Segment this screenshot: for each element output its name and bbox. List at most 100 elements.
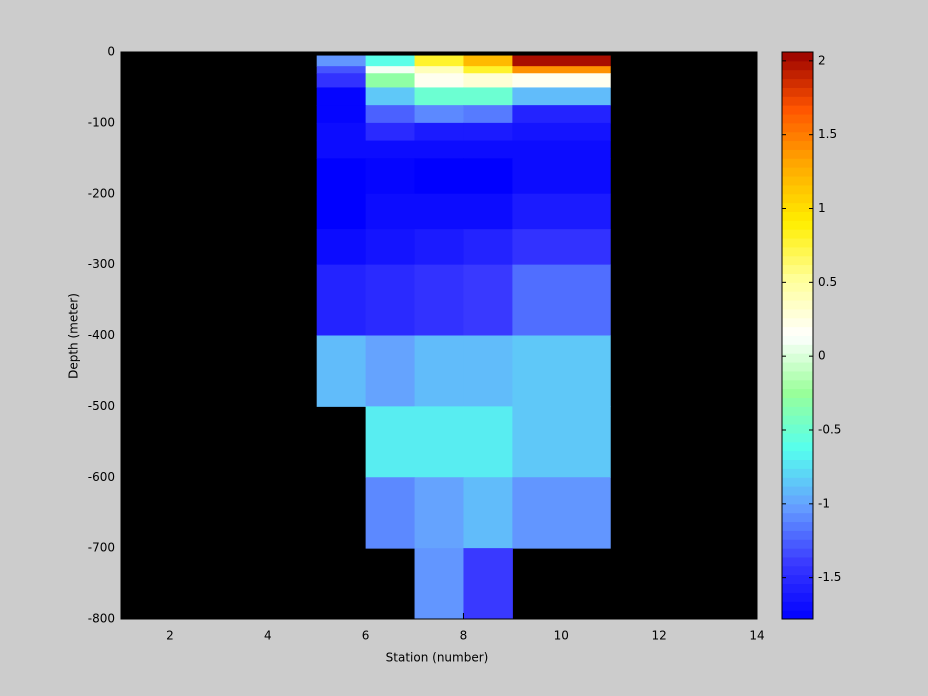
heatmap-cell <box>512 406 611 478</box>
heatmap-cell <box>463 406 513 478</box>
heatmap-cell <box>512 140 611 159</box>
colorbar-step <box>782 432 813 443</box>
colorbar-step <box>782 530 813 540</box>
x-tick-label: 8 <box>460 629 468 643</box>
colorbar-step <box>782 406 813 416</box>
colorbar-tick-label: 1 <box>818 201 826 215</box>
y-tick-label: -500 <box>88 399 115 413</box>
y-tick-label: -600 <box>88 470 115 484</box>
heatmap-cell <box>463 87 513 106</box>
y-axis-label: Depth (meter) <box>67 293 81 379</box>
heatmap-cell <box>316 264 367 336</box>
y-tick-label: -800 <box>88 612 115 626</box>
colorbar-tick-label: 1.5 <box>818 127 837 141</box>
y-tick-label: -400 <box>88 328 115 342</box>
x-tick-label: 2 <box>166 629 174 643</box>
x-tick-label: 14 <box>749 629 764 643</box>
heatmap-cell <box>512 105 611 124</box>
colorbar-tick-label: -1 <box>818 496 830 510</box>
colorbar-frame <box>781 51 814 620</box>
heatmap-cell <box>365 87 416 106</box>
heatmap-cell <box>414 140 464 159</box>
x-axis-label: Station (number) <box>386 651 489 665</box>
colorbar-step <box>782 229 813 239</box>
colorbar-step <box>782 193 813 204</box>
heatmap-cell <box>512 66 611 74</box>
colorbar-step <box>782 264 813 274</box>
colorbar-step <box>782 344 813 354</box>
heatmap-cell <box>414 105 464 124</box>
colorbar-step <box>782 494 813 505</box>
heatmap-cell <box>463 73 513 88</box>
heatmap-cell <box>512 73 611 88</box>
colorbar-step <box>782 238 813 248</box>
heatmap-cell <box>365 140 416 159</box>
heatmap-cell <box>463 122 513 142</box>
colorbar-step <box>782 211 813 221</box>
x-tick-label: 4 <box>264 629 272 643</box>
heatmap-cell <box>463 229 513 266</box>
colorbar-step <box>782 69 813 80</box>
colorbar-tick-label: -1.5 <box>818 570 841 584</box>
heatmap-cell <box>512 158 611 195</box>
heatmap-cell <box>316 122 367 142</box>
colorbar-step <box>782 503 813 514</box>
heatmap-cell <box>316 105 367 124</box>
colorbar-step <box>782 282 813 292</box>
heatmap-cell <box>316 55 367 67</box>
heatmap-cell <box>414 335 464 407</box>
colorbar-tick-label: 0.5 <box>818 275 837 289</box>
heatmap-cell <box>414 158 464 195</box>
heatmap-cell <box>463 335 513 407</box>
colorbar-step <box>782 291 813 301</box>
heatmap-cell <box>316 87 367 106</box>
colorbar-step <box>782 441 813 452</box>
colorbar-step <box>782 388 813 399</box>
heatmap-cell <box>365 158 416 195</box>
heatmap-cell <box>512 122 611 142</box>
colorbar-tick-label: -0.5 <box>818 423 841 437</box>
colorbar-step <box>782 353 813 363</box>
heatmap-cell <box>316 158 367 195</box>
colorbar-step <box>782 459 813 469</box>
colorbar-step <box>782 255 813 266</box>
colorbar-step <box>782 512 813 523</box>
colorbar-step <box>782 601 813 611</box>
colorbar-step <box>782 556 813 567</box>
colorbar-step <box>782 114 813 124</box>
colorbar-tick-label: 0 <box>818 349 826 363</box>
heatmap-cell <box>512 87 611 106</box>
colorbar-step <box>782 317 813 328</box>
heatmap-cell <box>316 140 367 159</box>
heatmap-cell <box>365 477 416 549</box>
colorbar-step <box>782 486 813 496</box>
heatmap-cell <box>463 193 513 230</box>
y-tick-label: -700 <box>88 541 115 555</box>
heatmap-cell <box>463 140 513 159</box>
colorbar-step <box>782 87 813 97</box>
heatmap-cell <box>512 477 611 549</box>
colorbar-step <box>782 548 813 558</box>
heatmap-cell <box>414 193 464 230</box>
heatmap-cell <box>414 229 464 266</box>
heatmap-cell <box>463 55 513 67</box>
colorbar-step <box>782 78 813 88</box>
heatmap-cell <box>463 158 513 195</box>
heatmap-cell <box>512 193 611 230</box>
colorbar-step <box>782 415 813 425</box>
heatmap-cell <box>463 548 513 620</box>
colorbar-step <box>782 246 813 257</box>
heatmap-cell <box>414 87 464 106</box>
heatmap-cell <box>365 264 416 336</box>
heatmap-cell <box>316 73 367 88</box>
colorbar-step <box>782 397 813 407</box>
axes-frame <box>120 51 758 620</box>
heatmap-cell <box>365 66 416 74</box>
heatmap-cell <box>463 264 513 336</box>
colorbar-step <box>782 60 813 71</box>
colorbar-step <box>782 184 813 195</box>
heatmap-cell <box>316 66 367 74</box>
colorbar-step <box>782 565 813 576</box>
colorbar-step <box>782 149 813 159</box>
